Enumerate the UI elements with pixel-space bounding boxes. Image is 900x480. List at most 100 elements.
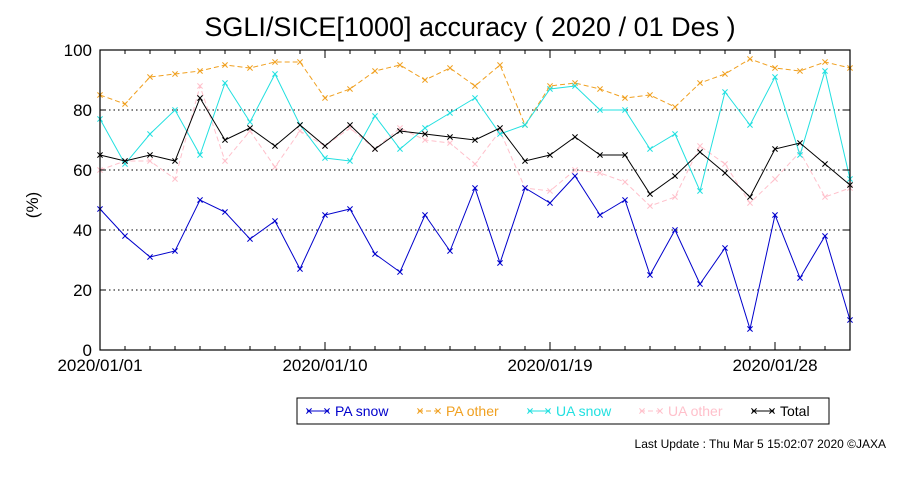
point-pa-snow xyxy=(222,209,228,215)
point-ua-other xyxy=(647,203,653,209)
point-pa-snow xyxy=(597,212,603,218)
legend-label-total: Total xyxy=(780,403,810,419)
point-ua-other xyxy=(747,200,753,206)
point-total xyxy=(722,170,728,176)
series-layer xyxy=(97,56,853,332)
point-pa-other xyxy=(647,92,653,98)
point-pa-snow xyxy=(122,233,128,239)
point-ua-other xyxy=(172,176,178,182)
series-line-total xyxy=(99,96,851,198)
point-ua-other xyxy=(472,161,478,167)
y-tick-label: 40 xyxy=(73,221,92,240)
point-pa-snow xyxy=(247,236,253,242)
plot-frame xyxy=(99,49,851,351)
point-pa-snow xyxy=(747,326,753,332)
point-pa-other xyxy=(747,56,753,62)
series-total xyxy=(97,95,853,200)
point-pa-snow xyxy=(347,206,353,212)
point-ua-snow xyxy=(322,155,328,161)
point-total xyxy=(347,122,353,128)
point-ua-snow xyxy=(147,131,153,137)
legend: PA snow PA other UA snow UA other Total xyxy=(296,397,830,425)
point-ua-snow xyxy=(622,107,628,113)
point-ua-snow xyxy=(197,152,203,158)
point-ua-other xyxy=(722,161,728,167)
point-pa-snow xyxy=(572,173,578,179)
point-ua-snow xyxy=(272,71,278,77)
point-ua-snow xyxy=(447,110,453,116)
legend-marker-ua-snow xyxy=(545,408,551,414)
point-pa-snow xyxy=(147,254,153,260)
point-pa-other xyxy=(822,59,828,65)
point-ua-other xyxy=(447,140,453,146)
point-pa-other xyxy=(497,62,503,68)
point-total xyxy=(472,137,478,143)
point-total xyxy=(697,149,703,155)
point-pa-other xyxy=(672,104,678,110)
point-ua-snow xyxy=(497,131,503,137)
point-pa-other xyxy=(697,80,703,86)
point-ua-other xyxy=(672,194,678,200)
point-total xyxy=(747,194,753,200)
point-total xyxy=(172,158,178,164)
point-pa-snow xyxy=(172,248,178,254)
last-update-text: Last Update : Thu Mar 5 15:02:07 2020 ©J… xyxy=(635,437,886,451)
y-tick-label: 20 xyxy=(73,281,92,300)
point-total xyxy=(272,143,278,149)
point-ua-snow xyxy=(372,113,378,119)
series-ua-other xyxy=(97,83,853,209)
point-ua-snow xyxy=(222,80,228,86)
point-total xyxy=(322,143,328,149)
series-line-ua-snow xyxy=(99,69,851,193)
point-total xyxy=(797,140,803,146)
point-pa-other xyxy=(772,65,778,71)
point-pa-snow xyxy=(797,275,803,281)
point-pa-snow xyxy=(272,218,278,224)
point-pa-other xyxy=(172,71,178,77)
point-ua-other xyxy=(197,83,203,89)
point-total xyxy=(147,152,153,158)
point-total xyxy=(222,137,228,143)
legend-marker-total xyxy=(769,408,775,414)
legend-label-pa-other: PA other xyxy=(446,403,499,419)
point-ua-snow xyxy=(647,146,653,152)
point-total xyxy=(247,125,253,131)
point-total xyxy=(197,95,203,101)
y-tick-label: 100 xyxy=(64,41,92,60)
legend-item-pa-other: PA other xyxy=(417,403,499,419)
point-ua-other xyxy=(272,164,278,170)
point-ua-snow xyxy=(547,86,553,92)
legend-item-ua-snow: UA snow xyxy=(527,403,612,419)
point-pa-other xyxy=(247,65,253,71)
point-pa-snow xyxy=(322,212,328,218)
series-ua-snow xyxy=(97,68,853,194)
point-ua-snow xyxy=(822,68,828,74)
legend-item-ua-other: UA other xyxy=(639,403,723,419)
legend-box xyxy=(296,397,830,425)
point-ua-other xyxy=(147,158,153,164)
grid-lines xyxy=(100,109,850,291)
legend-marker-ua-other xyxy=(657,408,663,414)
point-ua-other xyxy=(572,167,578,173)
point-pa-other xyxy=(297,59,303,65)
y-axis: 0 20 40 60 80 100 xyxy=(64,41,850,360)
point-ua-other xyxy=(622,179,628,185)
legend-marker-total xyxy=(751,408,757,414)
legend-label-ua-other: UA other xyxy=(668,403,723,419)
y-tick-label: 60 xyxy=(73,161,92,180)
point-total xyxy=(497,125,503,131)
point-pa-snow xyxy=(447,248,453,254)
point-total xyxy=(547,152,553,158)
x-tick-label: 2020/01/19 xyxy=(507,356,592,375)
point-ua-snow xyxy=(572,83,578,89)
point-ua-snow xyxy=(797,152,803,158)
point-pa-other xyxy=(347,86,353,92)
series-pa-snow xyxy=(97,173,853,332)
point-ua-snow xyxy=(247,119,253,125)
point-pa-snow xyxy=(472,185,478,191)
point-pa-snow xyxy=(372,251,378,257)
point-pa-other xyxy=(272,59,278,65)
point-ua-other xyxy=(772,176,778,182)
y-tick-label: 80 xyxy=(73,101,92,120)
